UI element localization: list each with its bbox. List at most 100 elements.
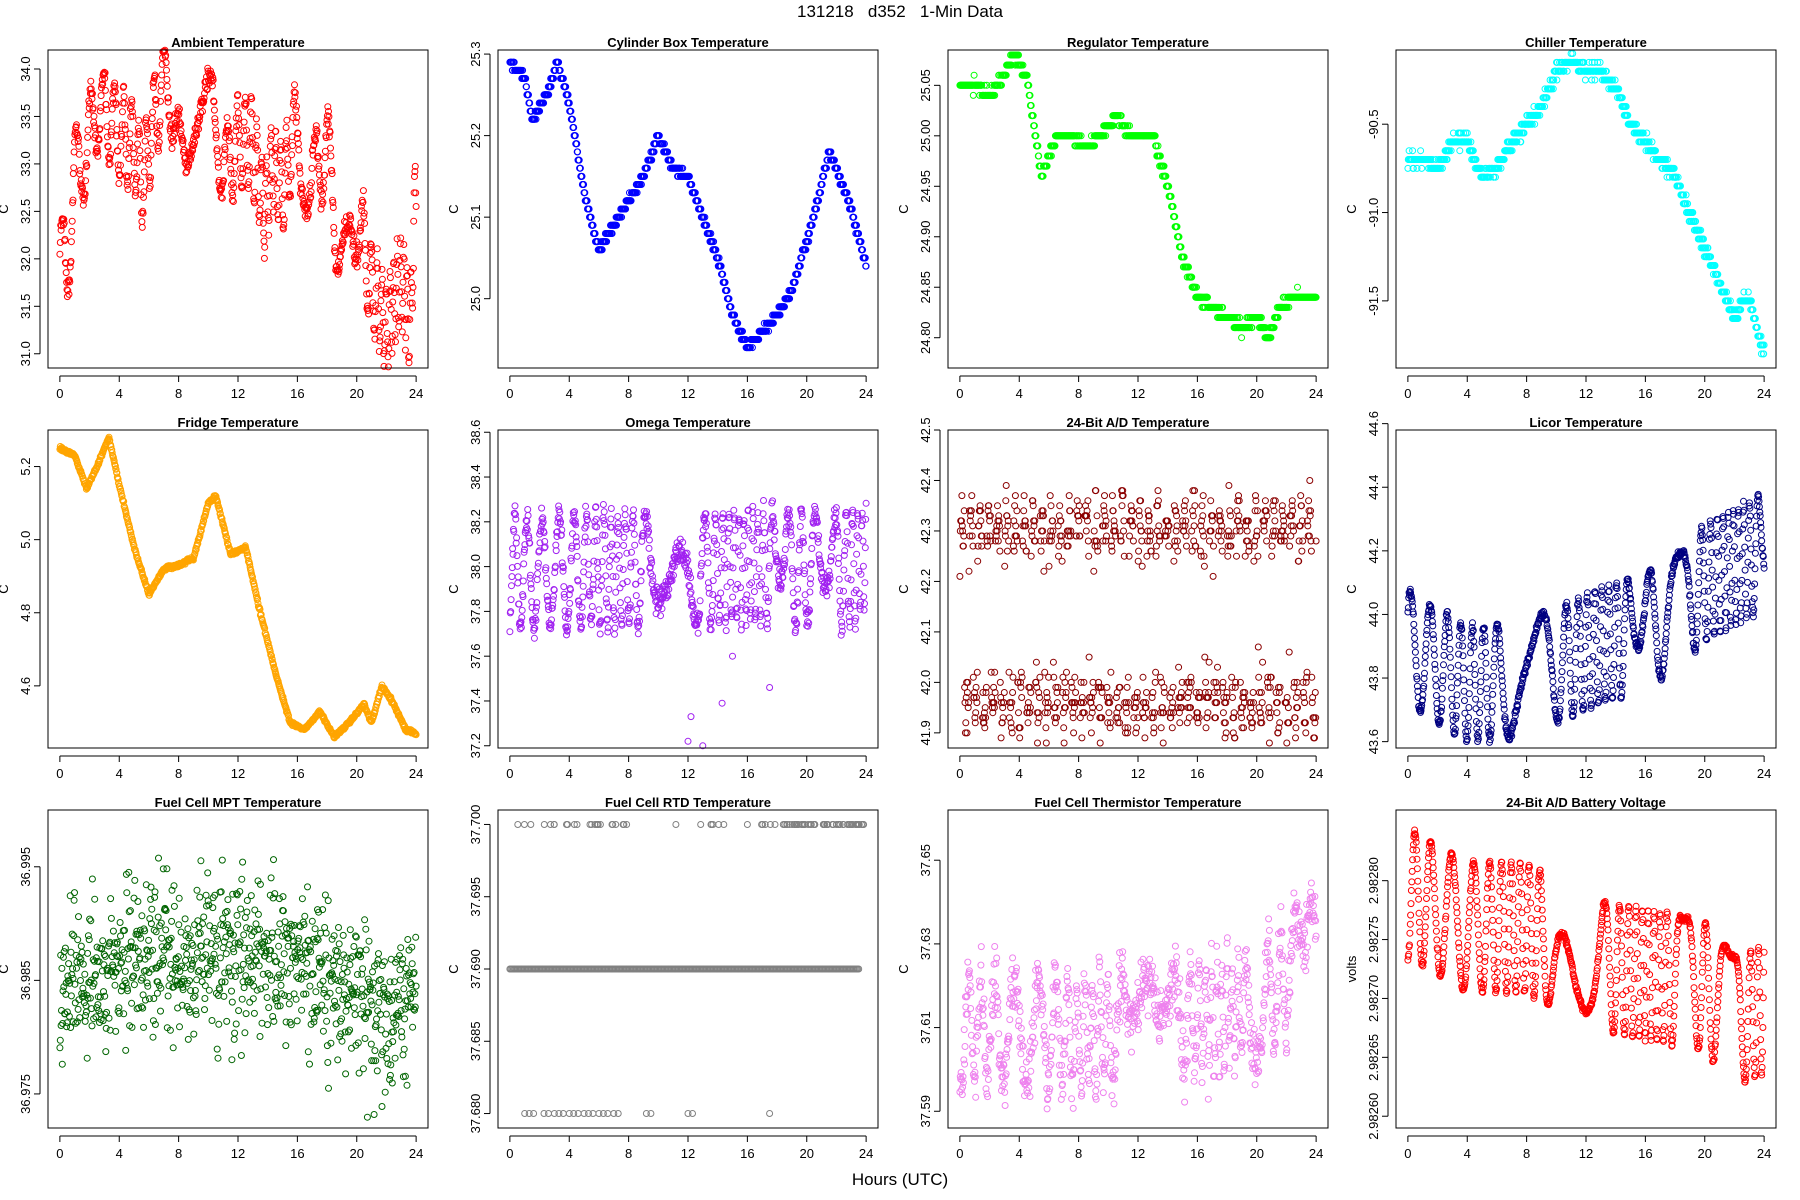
data-point xyxy=(391,310,399,318)
data-point xyxy=(518,614,526,621)
data-point xyxy=(98,81,106,89)
data-point xyxy=(559,75,567,82)
data-point xyxy=(251,188,259,196)
chart-title: Regulator Temperature xyxy=(1067,35,1209,50)
data-point xyxy=(310,141,318,149)
plot-frame xyxy=(497,49,879,369)
data-point xyxy=(226,133,233,141)
data-point xyxy=(1035,152,1043,160)
data-point xyxy=(282,124,290,131)
data-point xyxy=(73,121,80,129)
data-point xyxy=(522,75,530,82)
data-point xyxy=(165,94,172,102)
data-point xyxy=(267,124,275,132)
data-point xyxy=(121,121,129,129)
data-point xyxy=(89,104,97,112)
data-point xyxy=(605,585,613,593)
data-point xyxy=(170,137,178,145)
data-point xyxy=(141,156,149,164)
data-point xyxy=(217,193,225,201)
data-point xyxy=(271,152,279,160)
data-point xyxy=(208,77,216,85)
data-point xyxy=(600,508,608,516)
data-point xyxy=(389,284,397,292)
data-point xyxy=(324,103,332,111)
data-point xyxy=(245,178,253,186)
data-point xyxy=(68,217,76,225)
data-point xyxy=(590,557,598,565)
data-point xyxy=(124,186,132,193)
data-point xyxy=(145,160,153,168)
data-point xyxy=(261,243,269,251)
data-point xyxy=(556,66,564,74)
data-point xyxy=(218,194,226,202)
data-point xyxy=(393,235,401,243)
data-point xyxy=(87,85,95,93)
data-point xyxy=(242,100,250,108)
data-point xyxy=(361,219,369,227)
data-point xyxy=(270,175,278,183)
data-point xyxy=(362,262,370,270)
data-point xyxy=(584,538,592,546)
data-point xyxy=(273,203,281,211)
data-point xyxy=(69,170,77,178)
data-point xyxy=(361,240,369,247)
data-point xyxy=(245,163,253,171)
data-point xyxy=(609,552,616,560)
data-point xyxy=(317,205,325,213)
data-point xyxy=(108,119,116,127)
data-point xyxy=(314,152,322,160)
data-point xyxy=(630,530,638,538)
data-point xyxy=(321,171,329,179)
data-point xyxy=(534,559,542,567)
data-point xyxy=(270,200,278,208)
data-point xyxy=(77,176,85,184)
data-point xyxy=(267,135,275,143)
data-point xyxy=(135,116,143,124)
data-point xyxy=(84,126,92,134)
data-point xyxy=(324,120,332,128)
data-point xyxy=(67,238,75,246)
x-tick-label: 24 xyxy=(409,386,423,401)
data-point xyxy=(79,201,87,209)
data-point xyxy=(61,235,69,243)
data-point xyxy=(179,140,187,148)
data-point xyxy=(335,265,343,273)
data-point xyxy=(189,147,197,155)
data-point xyxy=(411,162,419,170)
data-point xyxy=(70,164,78,172)
chart-title: Chiller Temperature xyxy=(1525,35,1647,50)
data-point xyxy=(231,157,239,165)
data-point xyxy=(177,120,185,128)
y-tick-label: 33.5 xyxy=(18,104,33,129)
data-point xyxy=(241,93,249,101)
data-point xyxy=(316,178,324,186)
data-point xyxy=(594,565,602,573)
x-tick-label: 24 xyxy=(1757,386,1771,401)
data-point xyxy=(309,146,317,154)
y-axis: 4.64.85.05.2 xyxy=(18,458,41,695)
data-point xyxy=(228,196,236,204)
data-point xyxy=(346,212,354,220)
data-point xyxy=(390,289,398,297)
data-point xyxy=(616,599,624,607)
data-point xyxy=(392,338,399,346)
data-point xyxy=(147,174,155,181)
y-tick-label: 31.0 xyxy=(18,341,33,366)
data-point xyxy=(184,150,192,158)
figure-title: 131218 d352 1-Min Data xyxy=(796,2,1004,21)
data-point xyxy=(229,179,237,187)
data-point xyxy=(224,126,232,134)
data-point xyxy=(84,133,92,141)
data-point xyxy=(403,272,411,280)
data-point xyxy=(96,125,104,133)
data-point xyxy=(278,168,286,176)
data-point xyxy=(604,624,612,632)
data-point xyxy=(254,193,262,201)
data-point xyxy=(275,179,283,187)
data-point xyxy=(348,228,356,236)
x-tick-label: 0 xyxy=(56,766,63,781)
data-point xyxy=(280,216,288,223)
data-point xyxy=(211,115,219,123)
data-point xyxy=(235,132,243,139)
